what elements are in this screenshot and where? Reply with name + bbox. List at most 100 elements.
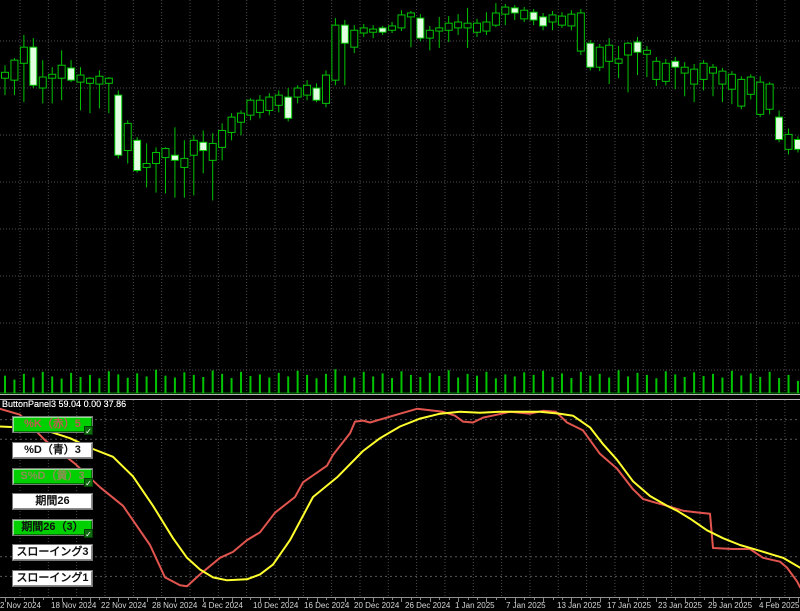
axis-tick xyxy=(108,598,110,600)
axis-tick xyxy=(580,598,582,600)
date-axis[interactable]: 2 Nov 2024 18 Nov 2024 22 Nov 2024 28 Nov 2… xyxy=(0,597,800,611)
axis-tick xyxy=(89,598,91,602)
axis-tick xyxy=(448,598,450,600)
axis-tick xyxy=(5,598,6,602)
date-label: 10 Dec 2024 xyxy=(253,601,299,610)
date-label: 16 Dec 2024 xyxy=(304,601,350,610)
indicator-button-0[interactable]: %K（赤）5 ✓ xyxy=(12,416,93,436)
axis-tick xyxy=(609,598,611,600)
axis-tick xyxy=(23,598,25,600)
axis-tick xyxy=(495,598,497,600)
axis-tick xyxy=(628,598,630,602)
stochastic-chart xyxy=(0,400,800,596)
axis-tick xyxy=(713,598,714,602)
indicator-button-6[interactable]: スローイング1 xyxy=(12,570,93,587)
indicator-button-3[interactable]: 期間26 xyxy=(12,493,93,510)
axis-tick xyxy=(52,598,54,600)
date-label: 22 Nov 2024 xyxy=(101,601,147,610)
axis-tick xyxy=(514,598,516,602)
axis-tick xyxy=(316,598,318,602)
axis-tick xyxy=(382,598,384,600)
axis-tick xyxy=(439,598,441,600)
indicator-button-2[interactable]: S%D（黄）3 ✓ xyxy=(12,468,93,488)
axis-tick xyxy=(127,598,129,600)
indicator-pane[interactable]: ButtonPanel3 59.04 0.00 37.86 %K（赤）5 ✓ %D（… xyxy=(0,399,800,597)
axis-tick xyxy=(307,598,309,600)
axis-tick xyxy=(99,598,101,600)
checkbox-checked-icon[interactable]: ✓ xyxy=(84,426,93,436)
axis-tick xyxy=(779,598,781,600)
indicator-line-k xyxy=(0,407,800,589)
axis-tick xyxy=(590,598,592,600)
date-label: 2 Nov 2024 xyxy=(0,601,41,610)
main-grid xyxy=(0,0,800,394)
axis-tick xyxy=(741,598,743,602)
button-label: スローイング3 xyxy=(16,546,89,558)
axis-tick xyxy=(543,598,545,602)
date-label: 26 Dec 2024 xyxy=(405,601,451,610)
axis-tick xyxy=(297,598,299,600)
date-label: 18 Nov 2024 xyxy=(51,601,97,610)
axis-tick xyxy=(675,598,677,600)
axis-tick xyxy=(524,598,526,600)
axis-tick xyxy=(231,598,233,602)
button-label: S%D（黄）3 xyxy=(20,470,85,482)
date-label: 23 Jan 2025 xyxy=(658,601,703,610)
axis-tick xyxy=(505,598,507,600)
axis-tick xyxy=(684,598,686,602)
date-label: 13 Jan 2025 xyxy=(557,601,602,610)
axis-tick xyxy=(222,598,224,600)
indicator-button-1[interactable]: %D（青）3 xyxy=(12,442,93,459)
axis-tick xyxy=(165,598,167,600)
axis-tick xyxy=(571,598,573,602)
button-label: %D（青）3 xyxy=(24,444,81,456)
axis-tick xyxy=(174,598,176,602)
axis-tick xyxy=(42,598,44,600)
axis-tick xyxy=(731,598,733,600)
date-label: 17 Jan 2025 xyxy=(607,601,652,610)
axis-tick xyxy=(212,598,214,600)
axis-tick xyxy=(288,598,290,602)
price-chart-pane[interactable] xyxy=(0,0,800,394)
indicator-button-4[interactable]: 期間26（3） ✓ xyxy=(12,519,93,539)
axis-tick xyxy=(665,598,667,600)
date-label: 28 Nov 2024 xyxy=(152,601,198,610)
axis-tick xyxy=(269,598,271,600)
axis-tick xyxy=(363,598,365,600)
axis-tick xyxy=(769,598,771,602)
axis-tick xyxy=(722,598,724,600)
axis-tick xyxy=(118,598,120,602)
axis-tick xyxy=(203,598,205,602)
button-label: 期間26 xyxy=(35,495,70,507)
pane-splitter[interactable] xyxy=(0,394,800,400)
axis-tick xyxy=(467,598,469,600)
checkbox-checked-icon[interactable]: ✓ xyxy=(84,529,93,539)
indicator-button-5[interactable]: スローイング3 xyxy=(12,544,93,561)
date-label: 1 Jan 2025 xyxy=(455,601,495,610)
axis-tick xyxy=(750,598,752,600)
axis-tick xyxy=(797,598,799,602)
axis-tick xyxy=(561,598,563,600)
axis-tick xyxy=(241,598,242,600)
axis-tick xyxy=(392,598,394,600)
indicator-title: ButtonPanel3 59.04 0.00 37.86 xyxy=(2,399,127,409)
axis-tick xyxy=(533,598,535,600)
axis-tick xyxy=(401,598,403,602)
volume-bars xyxy=(4,369,799,393)
axis-tick xyxy=(429,598,431,602)
axis-tick xyxy=(354,598,356,600)
axis-tick xyxy=(486,598,488,602)
button-label: %K（赤）5 xyxy=(24,418,81,430)
axis-tick xyxy=(325,598,327,600)
axis-tick xyxy=(184,598,186,600)
indicator-button-panel: %K（赤）5 ✓ %D（青）3 S%D（黄）3 ✓ 期間26 期間26（3） ✓ スローイング3… xyxy=(0,400,110,597)
axis-tick xyxy=(646,598,648,600)
axis-tick xyxy=(80,598,82,600)
axis-tick xyxy=(259,598,261,602)
checkbox-checked-icon[interactable]: ✓ xyxy=(84,478,93,488)
axis-tick xyxy=(146,598,148,602)
date-label: 4 Dec 2024 xyxy=(202,601,243,610)
axis-tick xyxy=(410,598,412,600)
axis-tick xyxy=(373,598,375,602)
